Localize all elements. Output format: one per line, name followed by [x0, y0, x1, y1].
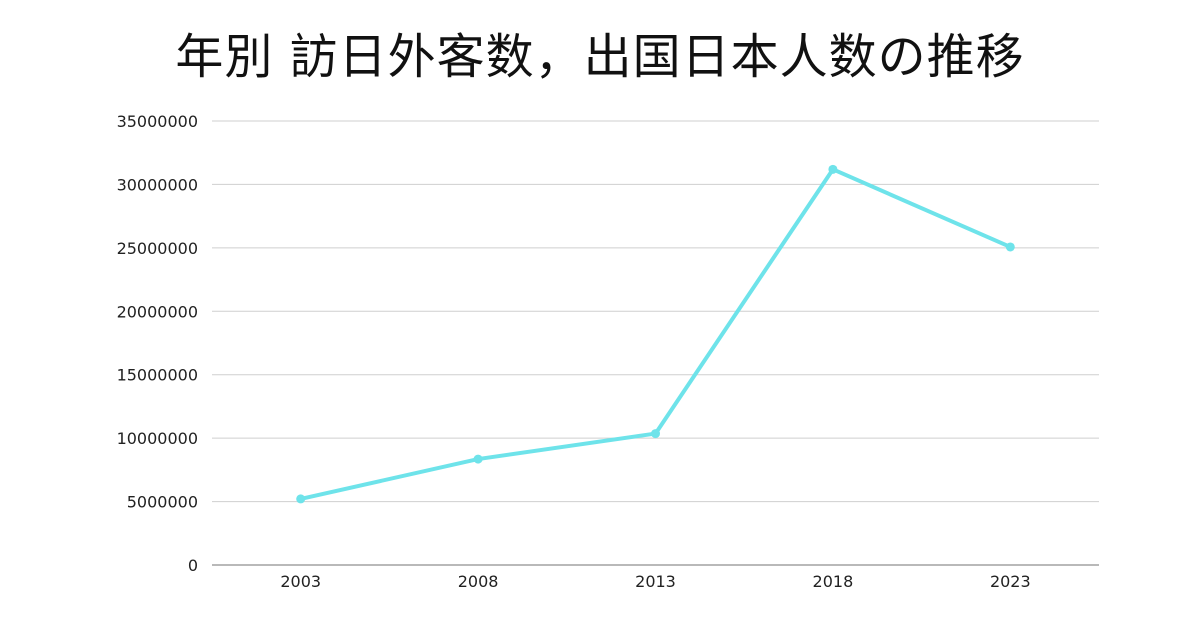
x-tick-label: 2003: [280, 572, 321, 591]
y-tick-label: 15000000: [117, 366, 198, 385]
y-tick-label: 10000000: [117, 429, 198, 448]
y-tick-labels: 0 5000000 10000000 15000000 20000000 25000000…: [117, 112, 198, 575]
x-tick-label: 2018: [813, 572, 854, 591]
data-point: [473, 454, 483, 464]
y-tick-label: 20000000: [117, 302, 198, 321]
y-tick-label: 30000000: [117, 175, 198, 194]
y-tick-label: 35000000: [117, 112, 198, 131]
gridlines: [212, 120, 1099, 503]
data-point: [651, 429, 660, 439]
x-tick-label: 2008: [458, 572, 499, 591]
series-line: [298, 167, 1013, 501]
data-point: [828, 164, 838, 174]
chart-title: 年別 訪日外客数，出国日本人数の推移: [175, 29, 1025, 85]
y-tick-label: 0: [188, 556, 198, 575]
x-tick-labels: 2003 2008 2013 2018 2023: [280, 572, 1030, 591]
y-tick-label: 5000000: [127, 493, 198, 512]
data-point: [1005, 242, 1015, 252]
series-layer: [296, 164, 1015, 504]
y-tick-label: 25000000: [117, 239, 198, 258]
x-tick-label: 2013: [635, 572, 676, 591]
data-point: [296, 494, 306, 504]
x-tick-label: 2023: [990, 572, 1031, 591]
